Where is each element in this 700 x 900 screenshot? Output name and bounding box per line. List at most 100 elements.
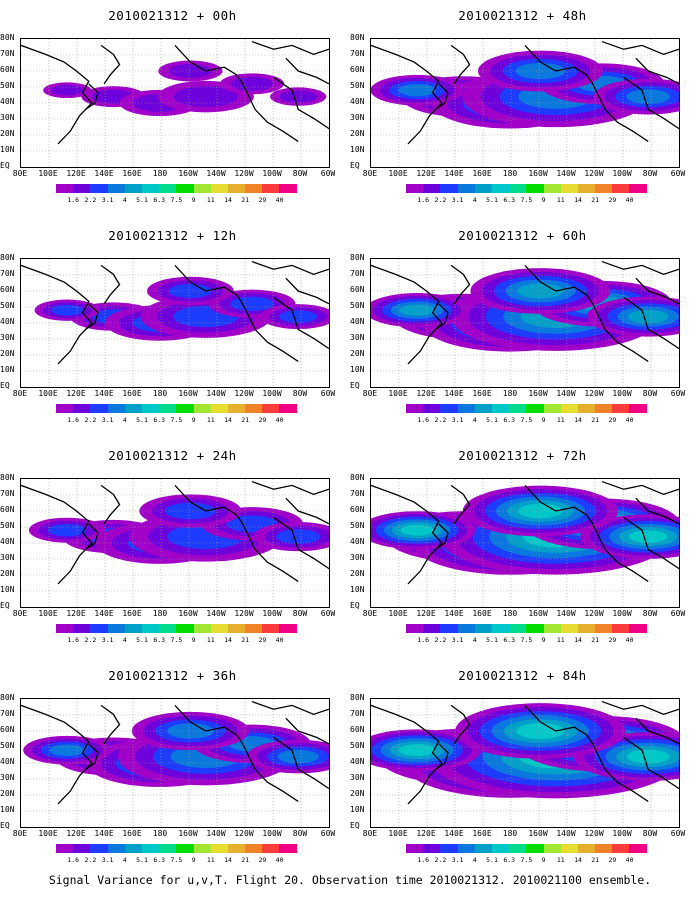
colorbar-label: 21 (241, 856, 250, 864)
colorbar-swatch (612, 404, 630, 413)
colorbar-label: 40 (625, 636, 634, 644)
latitude-label: 50N (350, 81, 365, 90)
longitude-label: 140E (444, 829, 464, 838)
colorbar-label: 5.1 (136, 196, 148, 204)
colorbar-label: 7.5 (170, 416, 183, 424)
colorbar-label: 6.3 (153, 196, 166, 204)
colorbar-label: 14 (224, 636, 232, 644)
colorbar-swatch (159, 844, 177, 853)
longitude-label: 100E (388, 609, 408, 618)
coastline (435, 83, 449, 110)
map-svg (371, 39, 679, 167)
colorbar-label: 1.6 (417, 416, 430, 424)
longitude-label: 180 (152, 169, 168, 178)
colorbar-swatch (245, 624, 263, 633)
colorbar-swatch (406, 404, 424, 413)
colorbar-label: 9 (541, 636, 546, 644)
panel-title: 2010021312 + 36h (108, 668, 237, 683)
latitude-label: 80N (0, 253, 15, 262)
longitude-label: 100E (38, 829, 58, 838)
colorbar-swatch (629, 844, 647, 853)
colorbar-swatch (440, 184, 458, 193)
coastline (273, 296, 329, 350)
latitude-label: 80N (350, 253, 365, 262)
longitude-label: 120W (584, 829, 604, 838)
longitude-label: 140W (206, 169, 226, 178)
latitude-label: 10N (0, 585, 15, 594)
colorbar-label: 2.2 (434, 636, 447, 644)
longitude-label: 140W (556, 389, 576, 398)
colorbar-swatch (474, 184, 492, 193)
coastline (251, 260, 329, 276)
colorbar-label: 4 (122, 196, 127, 204)
coastline (623, 516, 679, 570)
colorbar-label: 3.1 (101, 856, 114, 864)
longitude-label: 100E (388, 169, 408, 178)
latitude-label: 30N (0, 333, 15, 342)
longitude-label: 160E (472, 829, 492, 838)
coastline (635, 277, 679, 305)
contour-fill (230, 296, 274, 311)
colorbar-swatch (73, 404, 91, 413)
longitude-label: 60W (320, 389, 336, 398)
colorbar-label: 3.1 (451, 636, 464, 644)
colorbar-swatch (107, 404, 125, 413)
longitude-label: 120W (234, 389, 254, 398)
colorbar-swatch (474, 404, 492, 413)
longitude-label: 180 (152, 829, 168, 838)
longitude-label: 180 (152, 389, 168, 398)
contour-fill (48, 523, 87, 537)
colorbar-label: 1.6 (67, 196, 80, 204)
colorbar-swatch (543, 844, 561, 853)
longitude-label: 100W (612, 169, 632, 178)
colorbar-label: 9 (541, 416, 546, 424)
latitude-label: 40N (0, 317, 15, 326)
longitude-label: 120E (416, 829, 436, 838)
coastline (174, 484, 299, 582)
longitude-label: 100E (38, 389, 58, 398)
colorbar (56, 844, 297, 853)
colorbar-label: 2.2 (84, 416, 97, 424)
colorbar-swatch (612, 624, 630, 633)
latitude-label: 20N (350, 569, 365, 578)
coastline (623, 296, 679, 350)
coastline (601, 40, 679, 56)
colorbar-label: 29 (608, 856, 617, 864)
colorbar-label: 9 (191, 856, 196, 864)
latitude-label: EQ (0, 381, 10, 390)
colorbar-swatch (176, 184, 194, 193)
colorbar-label: 11 (556, 196, 565, 204)
colorbar-swatch (227, 404, 246, 413)
longitude-label: 100W (262, 829, 282, 838)
longitude-label: 160W (528, 389, 548, 398)
colorbar-label: 3.1 (101, 196, 114, 204)
latitude-label: 70N (0, 269, 15, 278)
coastline (635, 57, 679, 85)
map-area (20, 258, 330, 388)
coastline (21, 44, 93, 145)
contour-fill (626, 89, 671, 104)
longitude-label: 60W (670, 389, 686, 398)
longitude-label: 140W (206, 609, 226, 618)
coastline (85, 743, 99, 770)
colorbar-swatch (577, 404, 596, 413)
panel-title: 2010021312 + 48h (458, 8, 587, 23)
colorbar-swatch (595, 624, 613, 633)
longitude-label: 80E (12, 829, 28, 838)
colorbar-swatch (279, 184, 297, 193)
colorbar-label: 29 (608, 636, 617, 644)
colorbar-swatch (262, 184, 280, 193)
latitude-label: 20N (0, 789, 15, 798)
colorbar-swatch (629, 404, 647, 413)
longitude-label: 160W (178, 609, 198, 618)
latitude-label: 30N (0, 113, 15, 122)
colorbar-label: 40 (275, 416, 284, 424)
longitude-label: 160W (178, 389, 198, 398)
colorbar-swatch (423, 844, 441, 853)
colorbar-swatch (262, 844, 280, 853)
colorbar-swatch (406, 624, 424, 633)
coastline (601, 700, 679, 716)
colorbar-label: 21 (591, 636, 600, 644)
map-area (370, 38, 680, 168)
colorbar-label: 14 (574, 416, 582, 424)
